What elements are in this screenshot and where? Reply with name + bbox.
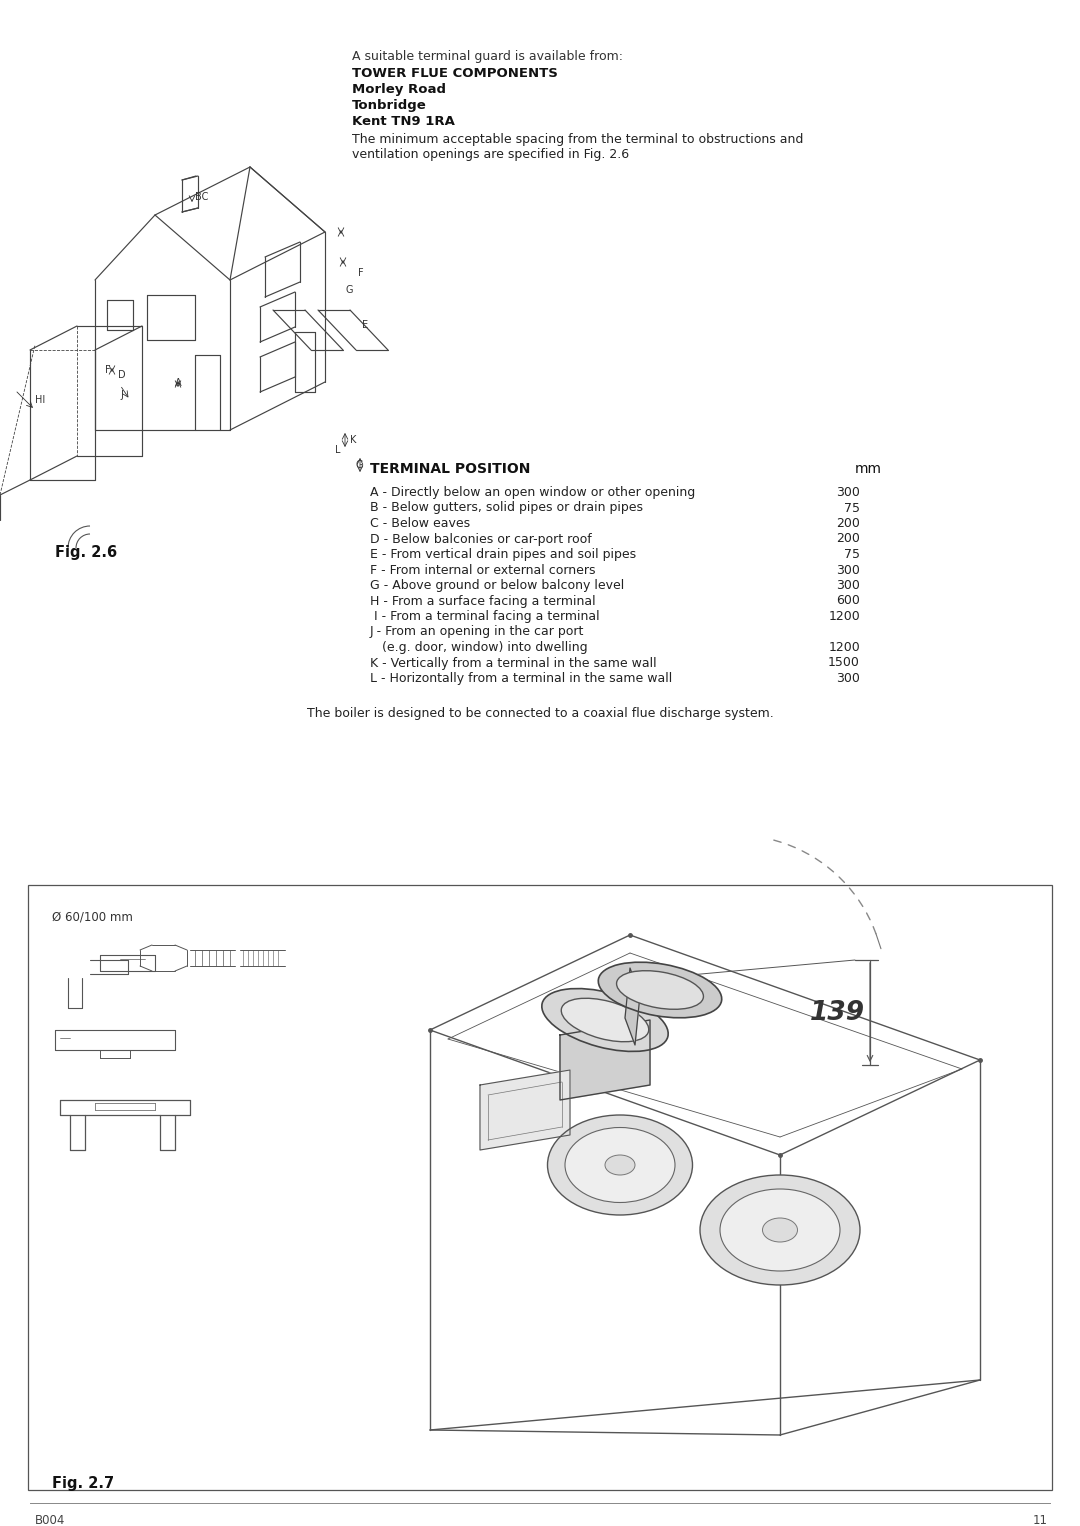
Polygon shape: [480, 1070, 570, 1151]
Text: 200: 200: [836, 533, 860, 545]
Text: H - From a surface facing a terminal: H - From a surface facing a terminal: [370, 595, 596, 607]
Text: A suitable terminal guard is available from:: A suitable terminal guard is available f…: [352, 50, 623, 63]
Text: 300: 300: [836, 578, 860, 592]
Text: TERMINAL POSITION: TERMINAL POSITION: [370, 462, 530, 476]
Text: C - Below eaves: C - Below eaves: [370, 517, 470, 530]
Text: B - Below gutters, solid pipes or drain pipes: B - Below gutters, solid pipes or drain …: [370, 502, 643, 514]
Text: L - Horizontally from a terminal in the same wall: L - Horizontally from a terminal in the …: [370, 671, 672, 685]
Text: 300: 300: [836, 671, 860, 685]
Polygon shape: [625, 967, 640, 1045]
Text: 300: 300: [836, 485, 860, 499]
Text: BC: BC: [195, 192, 208, 201]
Text: K: K: [350, 435, 356, 446]
Ellipse shape: [605, 1155, 635, 1175]
Polygon shape: [561, 1019, 650, 1100]
Ellipse shape: [542, 989, 669, 1051]
Ellipse shape: [562, 998, 649, 1042]
Text: J: J: [120, 391, 123, 400]
Text: ventilation openings are specified in Fig. 2.6: ventilation openings are specified in Fi…: [352, 148, 630, 162]
Text: A - Directly below an open window or other opening: A - Directly below an open window or oth…: [370, 485, 696, 499]
Text: Fig. 2.6: Fig. 2.6: [55, 545, 117, 560]
Text: F: F: [357, 269, 364, 278]
Text: F: F: [105, 365, 110, 375]
Text: F - From internal or external corners: F - From internal or external corners: [370, 563, 595, 577]
Ellipse shape: [548, 1116, 692, 1215]
Text: A: A: [175, 378, 181, 388]
Text: 1200: 1200: [828, 641, 860, 655]
Text: mm: mm: [855, 462, 882, 476]
Bar: [28, 885, 1052, 1489]
Text: E - From vertical drain pipes and soil pipes: E - From vertical drain pipes and soil p…: [370, 548, 636, 562]
Text: D - Below balconies or car-port roof: D - Below balconies or car-port roof: [370, 533, 592, 545]
Ellipse shape: [700, 1175, 860, 1285]
Text: E: E: [362, 320, 368, 330]
Text: Fig. 2.7: Fig. 2.7: [52, 1476, 114, 1491]
Ellipse shape: [617, 971, 703, 1009]
Text: TOWER FLUE COMPONENTS: TOWER FLUE COMPONENTS: [352, 67, 558, 79]
Text: B004: B004: [35, 1514, 66, 1526]
Text: L: L: [335, 446, 340, 455]
Ellipse shape: [598, 963, 721, 1018]
Text: (e.g. door, window) into dwelling: (e.g. door, window) into dwelling: [370, 641, 588, 655]
Text: I - From a terminal facing a terminal: I - From a terminal facing a terminal: [370, 610, 599, 623]
Text: 1500: 1500: [828, 656, 860, 670]
Ellipse shape: [762, 1218, 797, 1242]
Text: The boiler is designed to be connected to a coaxial flue discharge system.: The boiler is designed to be connected t…: [307, 708, 773, 720]
Text: 200: 200: [836, 517, 860, 530]
Text: HI: HI: [35, 395, 45, 404]
Text: Morley Road: Morley Road: [352, 82, 446, 96]
Text: 1200: 1200: [828, 610, 860, 623]
Text: Ø 60/100 mm: Ø 60/100 mm: [52, 909, 133, 923]
Text: 300: 300: [836, 563, 860, 577]
Text: 139: 139: [810, 1000, 865, 1025]
Text: Kent TN9 1RA: Kent TN9 1RA: [352, 114, 455, 128]
Text: G: G: [345, 285, 352, 295]
Text: 600: 600: [836, 595, 860, 607]
Text: J - From an opening in the car port: J - From an opening in the car port: [370, 626, 584, 638]
Ellipse shape: [565, 1128, 675, 1202]
Text: 75: 75: [843, 548, 860, 562]
Text: The minimum acceptable spacing from the terminal to obstructions and: The minimum acceptable spacing from the …: [352, 133, 804, 146]
Text: 75: 75: [843, 502, 860, 514]
Text: Tonbridge: Tonbridge: [352, 99, 427, 111]
Text: G: G: [355, 459, 363, 470]
Ellipse shape: [720, 1189, 840, 1271]
Text: K - Vertically from a terminal in the same wall: K - Vertically from a terminal in the sa…: [370, 656, 657, 670]
Text: 11: 11: [1032, 1514, 1048, 1526]
Text: G - Above ground or below balcony level: G - Above ground or below balcony level: [370, 578, 624, 592]
Text: D: D: [118, 369, 125, 380]
